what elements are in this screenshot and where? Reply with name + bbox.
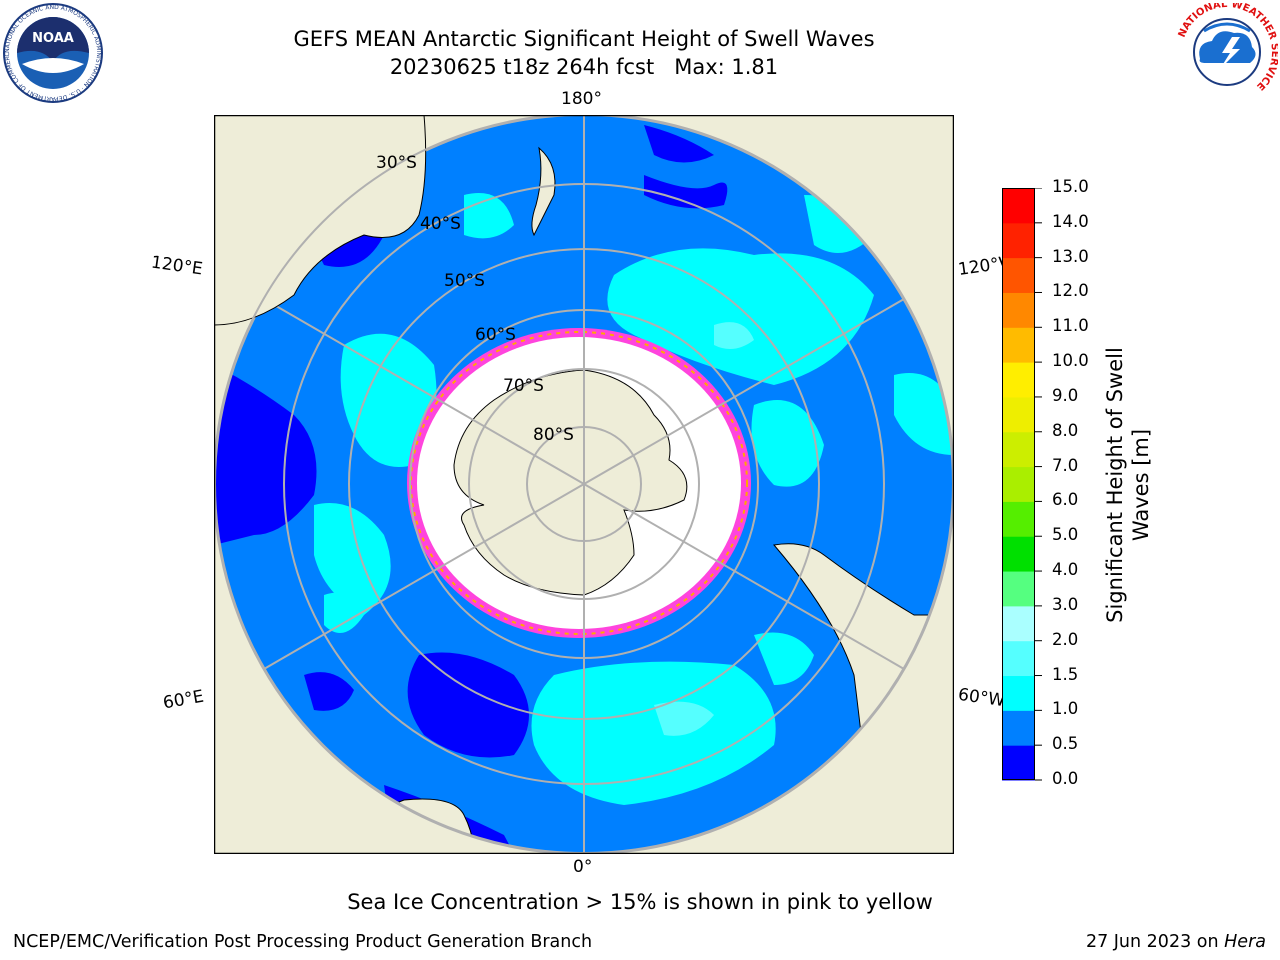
colorbar-tick-label: 15.0 <box>1052 177 1089 196</box>
colorbar-segment <box>1002 571 1035 607</box>
colorbar-segment <box>1002 396 1035 433</box>
plot-subtitle: 20230625 t18z 264h fcst Max: 1.81 <box>389 55 779 79</box>
lat-label-40s: 40°S <box>420 214 461 234</box>
lon-label-120e: 120°E <box>149 252 204 280</box>
colorbar-segment <box>1002 501 1035 537</box>
colorbar-segment <box>1002 640 1035 677</box>
colorbar-tick-label: 7.0 <box>1052 455 1079 475</box>
colorbar-tick-label: 8.0 <box>1052 420 1079 440</box>
sea-ice-note: Sea Ice Concentration > 15% is shown in … <box>347 890 933 914</box>
colorbar-segment <box>1002 188 1035 224</box>
lon-label-60w: 60°W <box>956 684 1007 712</box>
run-machine: Hera <box>1224 932 1266 952</box>
colorbar-title-line2: Waves [m] <box>1129 428 1153 542</box>
plot-title: GEFS MEAN Antarctic Significant Height o… <box>293 27 875 51</box>
colorbar-tick-label: 1.0 <box>1052 699 1079 719</box>
colorbar <box>1002 188 1035 781</box>
swell-light-cyan-patches <box>654 322 754 736</box>
colorbar-tick-label: 12.0 <box>1052 281 1089 301</box>
colorbar-tick-label: 14.0 <box>1052 211 1089 231</box>
colorbar-tick-label: 5.0 <box>1052 525 1079 545</box>
run-date: 27 Jun 2023 on Hera <box>1086 932 1266 952</box>
colorbar-title: Significant Height of Swell Waves [m] <box>1102 315 1154 655</box>
colorbar-segment <box>1002 605 1035 642</box>
noaa-logo-text: NOAA <box>32 31 74 46</box>
australia-land <box>214 115 427 326</box>
colorbar-segment <box>1002 466 1035 502</box>
credit-text: NCEP/EMC/Verification Post Processing Pr… <box>13 932 593 952</box>
colorbar-segment <box>1002 675 1035 711</box>
nws-logo: NATIONAL WEATHER SERVICE <box>1177 3 1278 100</box>
lon-label-60e: 60°E <box>161 686 206 714</box>
antarctica-land <box>453 369 688 596</box>
lon-label-180: 180° <box>561 89 602 109</box>
colorbar-tick-label: 2.0 <box>1052 629 1079 649</box>
polar-map <box>214 115 954 854</box>
run-date-prefix: 27 Jun 2023 on <box>1085 932 1225 952</box>
lat-label-50s: 50°S <box>444 271 485 291</box>
colorbar-tick-label: 0.5 <box>1052 734 1079 754</box>
colorbar-segment <box>1002 292 1035 328</box>
colorbar-tick-label: 6.0 <box>1052 490 1079 510</box>
lat-label-80s: 80°S <box>533 425 574 445</box>
colorbar-tick-label: 0.0 <box>1052 769 1079 788</box>
colorbar-tick-label: 13.0 <box>1052 246 1089 266</box>
lat-label-70s: 70°S <box>503 376 544 396</box>
colorbar-segment <box>1002 362 1035 398</box>
colorbar-segment <box>1002 327 1035 363</box>
noaa-logo: NATIONAL OCEANIC AND ATMOSPHERIC ADMINIS… <box>2 2 103 103</box>
colorbar-tick-label: 3.0 <box>1052 594 1079 614</box>
colorbar-ticks <box>1035 188 1042 781</box>
colorbar-segment <box>1002 710 1035 746</box>
colorbar-tick-label: 9.0 <box>1052 385 1079 405</box>
colorbar-tick-label: 1.5 <box>1052 664 1079 684</box>
lat-label-30s: 30°S <box>376 153 417 173</box>
colorbar-title-line1: Significant Height of Swell <box>1103 347 1127 623</box>
colorbar-segment <box>1002 536 1035 572</box>
colorbar-tick-label: 11.0 <box>1052 316 1089 336</box>
swell-cyan-patches <box>314 193 954 805</box>
colorbar-tick-label: 10.0 <box>1052 351 1089 371</box>
lat-label-60s: 60°S <box>475 325 516 345</box>
lon-label-0: 0° <box>573 857 593 877</box>
colorbar-segment <box>1002 745 1035 781</box>
colorbar-segment <box>1002 431 1035 468</box>
colorbar-segment <box>1002 257 1035 293</box>
colorbar-tick-label: 4.0 <box>1052 560 1079 580</box>
colorbar-segment <box>1002 222 1035 259</box>
